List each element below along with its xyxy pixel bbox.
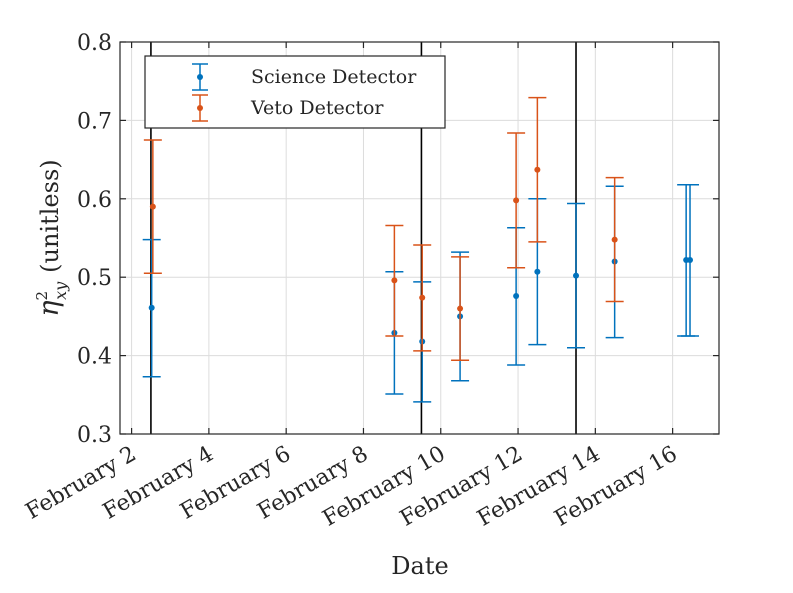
data-point	[573, 272, 580, 279]
y-axis: 0.3 0.4 0.5 0.6 0.7 0.8	[77, 31, 719, 448]
data-point	[687, 256, 694, 263]
series-1	[143, 96, 624, 362]
y-axis-title-suffix: (unitless)	[36, 159, 64, 272]
y-tick-label: 0.6	[77, 188, 112, 213]
legend-box	[144, 55, 446, 129]
legend-label: Veto Detector	[250, 97, 384, 119]
y-axis-title-sub: xy	[51, 281, 70, 300]
data-point	[419, 294, 426, 301]
data-point	[534, 268, 541, 275]
y-tick-label: 0.8	[77, 31, 112, 56]
data-point	[534, 166, 541, 173]
y-tick-label: 0.3	[77, 423, 112, 448]
data-point	[513, 293, 520, 300]
data-point	[148, 304, 155, 311]
y-axis-title-symbol: η	[34, 300, 65, 316]
plot-frame	[119, 41, 720, 435]
y-tick-label: 0.7	[77, 109, 112, 134]
legend-entries: Science Detector Veto Detector	[192, 63, 417, 122]
y-axis-title-sup: 2	[33, 291, 51, 301]
y-tick-label: 0.5	[77, 266, 112, 291]
data-point	[149, 203, 156, 210]
y-tick-label: 0.4	[77, 345, 112, 370]
legend-marker-dot	[197, 74, 203, 80]
data-point	[611, 236, 618, 243]
data-point	[391, 277, 398, 284]
data-point	[457, 305, 464, 312]
legend-label: Science Detector	[251, 66, 417, 88]
x-axis-title: Date	[391, 552, 448, 580]
legend: Science Detector Veto Detector	[144, 55, 446, 129]
data-series	[142, 96, 700, 403]
y-axis-title: η2xy (unitless)	[33, 159, 70, 316]
legend-marker-dot	[197, 105, 203, 111]
data-point	[513, 197, 520, 204]
